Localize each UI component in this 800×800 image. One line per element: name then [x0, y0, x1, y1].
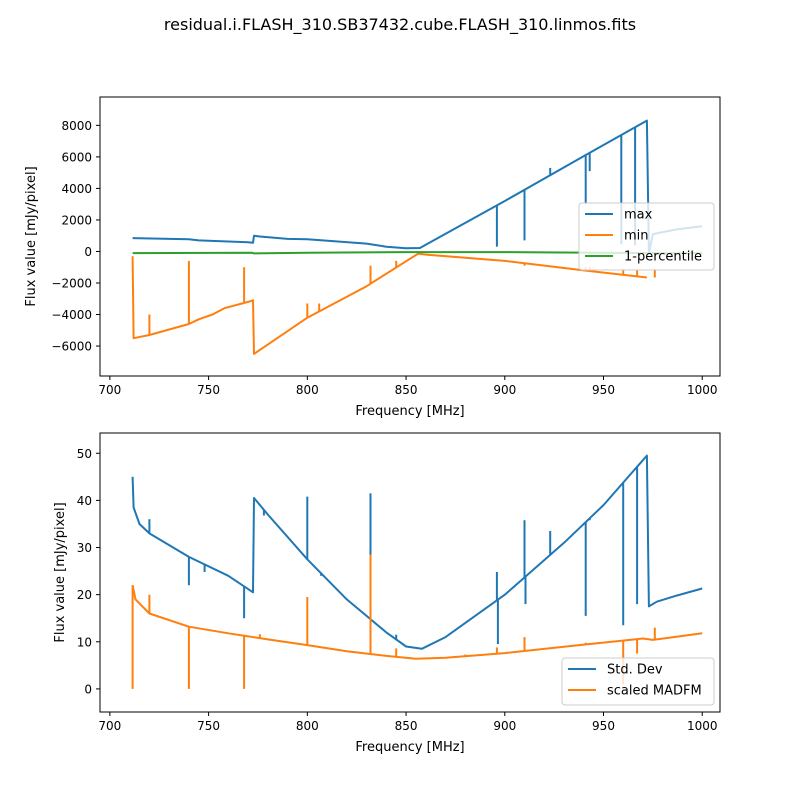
x-tick-label: 950 — [592, 719, 615, 733]
y-tick-label: −4000 — [51, 308, 92, 322]
x-tick-label: 700 — [98, 719, 121, 733]
x-tick-label: 1000 — [687, 383, 718, 397]
y-tick-label: 50 — [77, 447, 92, 461]
y-tick-label: 0 — [84, 245, 92, 259]
x-tick-label: 900 — [493, 383, 516, 397]
x-tick-label: 850 — [395, 383, 418, 397]
legend-label: 1-percentile — [624, 250, 702, 265]
legend-label: scaled MADFM — [607, 684, 702, 699]
y-tick-label: 20 — [77, 588, 92, 602]
x-tick-label: 850 — [395, 719, 418, 733]
series-line-min — [131, 252, 648, 355]
series-line-scaled-madfm — [131, 584, 703, 660]
x-tick-label: 800 — [296, 719, 319, 733]
x-tick-label: 900 — [493, 719, 516, 733]
y-tick-label: 40 — [77, 494, 92, 508]
y-tick-label: 30 — [77, 541, 92, 555]
legend: max min 1-percentile — [578, 202, 715, 271]
figure-title: residual.i.FLASH_310.SB37432.cube.FLASH_… — [164, 15, 636, 35]
legend: Std. Dev scaled MADFM — [561, 657, 715, 706]
y-tick-label: 10 — [77, 635, 92, 649]
legend-label: Std. Dev — [607, 663, 663, 678]
legend-label: min — [624, 229, 649, 244]
y-tick-label: 8000 — [61, 119, 92, 133]
chart-stddev-madfm: 700 750 800 850 900 950 1000 0 10 20 30 40 50 Freque… — [53, 432, 721, 755]
y-tick-label: 0 — [84, 682, 92, 696]
series-line-std-dev — [131, 454, 703, 650]
x-tick-label: 800 — [296, 383, 319, 397]
x-axis-label: Frequency [MHz] — [355, 404, 464, 419]
x-axis-label: Frequency [MHz] — [355, 740, 464, 755]
plot-frame — [99, 432, 721, 713]
y-tick-label: −2000 — [51, 277, 92, 291]
x-tick-label: 950 — [592, 383, 615, 397]
x-tick-label: 750 — [197, 719, 220, 733]
y-axis-label: Flux value [mJy/pixel] — [24, 166, 39, 306]
x-tick-label: 700 — [98, 383, 121, 397]
legend-box — [578, 202, 715, 271]
y-tick-label: −6000 — [51, 340, 92, 354]
chart-max-min-percentile: 700 750 800 850 900 950 1000 −6000 −4000 −2000 0 20… — [24, 96, 721, 419]
plot-frame — [99, 96, 721, 377]
legend-box — [561, 657, 715, 706]
legend-label: max — [624, 208, 653, 223]
y-tick-label: 2000 — [61, 213, 92, 227]
y-axis-label: Flux value [mJy/pixel] — [53, 502, 68, 642]
y-tick-label: 6000 — [61, 150, 92, 164]
x-tick-label: 750 — [197, 383, 220, 397]
x-tick-label: 1000 — [687, 719, 718, 733]
y-tick-label: 4000 — [61, 182, 92, 196]
